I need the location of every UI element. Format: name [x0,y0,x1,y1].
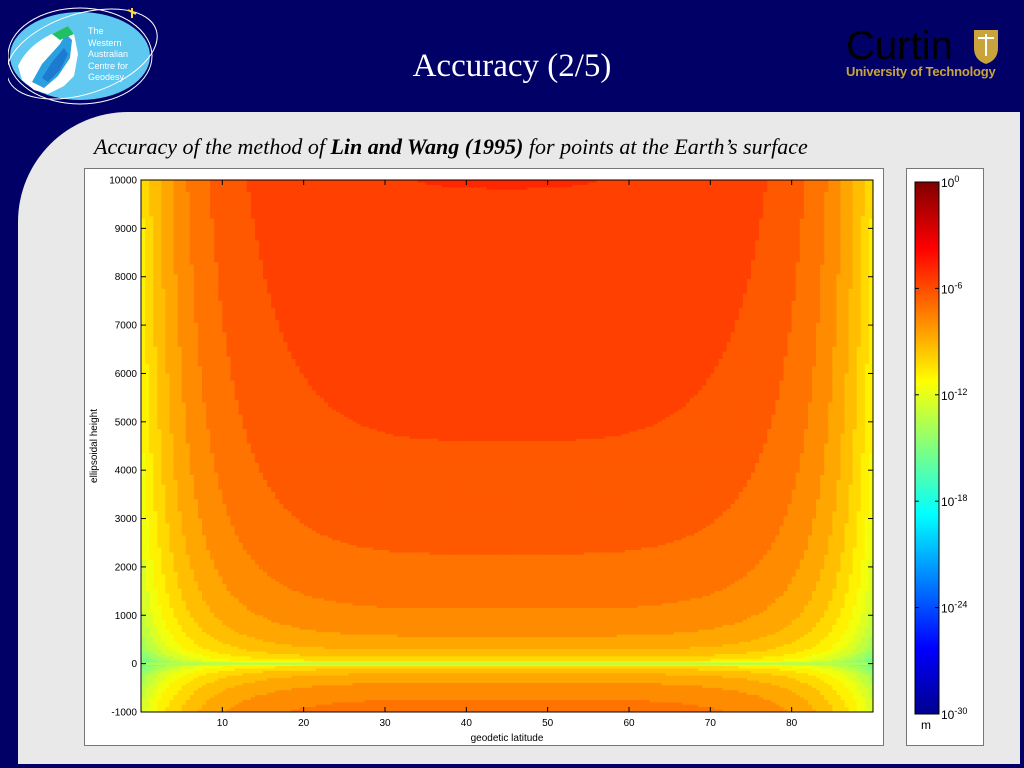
colorbar-tick-label: 10-18 [941,493,967,509]
wacg-logo-text: The Western Australian Centre for Geodes… [88,26,158,84]
caption-bold: Lin and Wang (1995) [330,134,523,159]
colorbar-tick-label: 10-6 [941,280,962,296]
colorbar: 100 10-6 10-12 10-18 10-24 10-30 m [907,169,983,745]
colorbar-gradient [915,182,939,714]
colorbar-unit-label: m [921,718,931,732]
colorbar-panel: 100 10-6 10-12 10-18 10-24 10-30 m [906,168,984,746]
x-axis-label: geodetic latitude [471,733,544,744]
x-tick-label: 70 [705,718,717,729]
y-tick-label: 0 [131,659,137,670]
colorbar-tick-label: 10-12 [941,387,967,403]
zero-height-band [141,662,873,664]
x-tick-label: 60 [623,718,635,729]
y-tick-label: 10000 [109,176,137,187]
colorbar-tick-label: 10-30 [941,706,967,722]
curtin-logo-subtitle: University of Technology [846,64,996,79]
x-tick-label: 10 [217,718,229,729]
curtin-logo-name: Curtin [846,24,953,68]
y-tick-label: -1000 [111,708,137,719]
x-tick-label: 80 [786,718,798,729]
y-tick-label: 9000 [115,224,138,235]
x-tick-label: 40 [461,718,473,729]
y-tick-label: 2000 [115,562,138,573]
y-tick-label: 6000 [115,369,138,380]
x-tick-label: 50 [542,718,554,729]
plot-panel: 10 20 30 40 50 60 70 80 -1000 0 1000 2000 3000 4000 5… [84,168,884,746]
y-tick-label: 8000 [115,272,138,283]
y-tick-label: 1000 [115,611,138,622]
x-tick-label: 20 [298,718,310,729]
colorbar-tick-label: 100 [941,174,959,190]
x-tick-label: 30 [379,718,391,729]
y-tick-label: 5000 [115,417,138,428]
slide-caption: Accuracy of the method of Lin and Wang (… [94,134,808,160]
y-tick-label: 4000 [115,466,138,477]
caption-suffix: for points at the Earth’s surface [523,134,807,159]
accuracy-contour-plot: 10 20 30 40 50 60 70 80 -1000 0 1000 2000 3000 4000 5… [85,169,883,745]
slide-header: The Western Australian Centre for Geodes… [0,0,1024,112]
y-axis-label: ellipsoidal height [89,409,100,483]
slide-title: Accuracy (2/5) [300,48,724,85]
colorbar-tick-label: 10-24 [941,600,967,616]
y-tick-label: 3000 [115,514,138,525]
y-tick-label: 7000 [115,321,138,332]
caption-prefix: Accuracy of the method of [94,134,330,159]
